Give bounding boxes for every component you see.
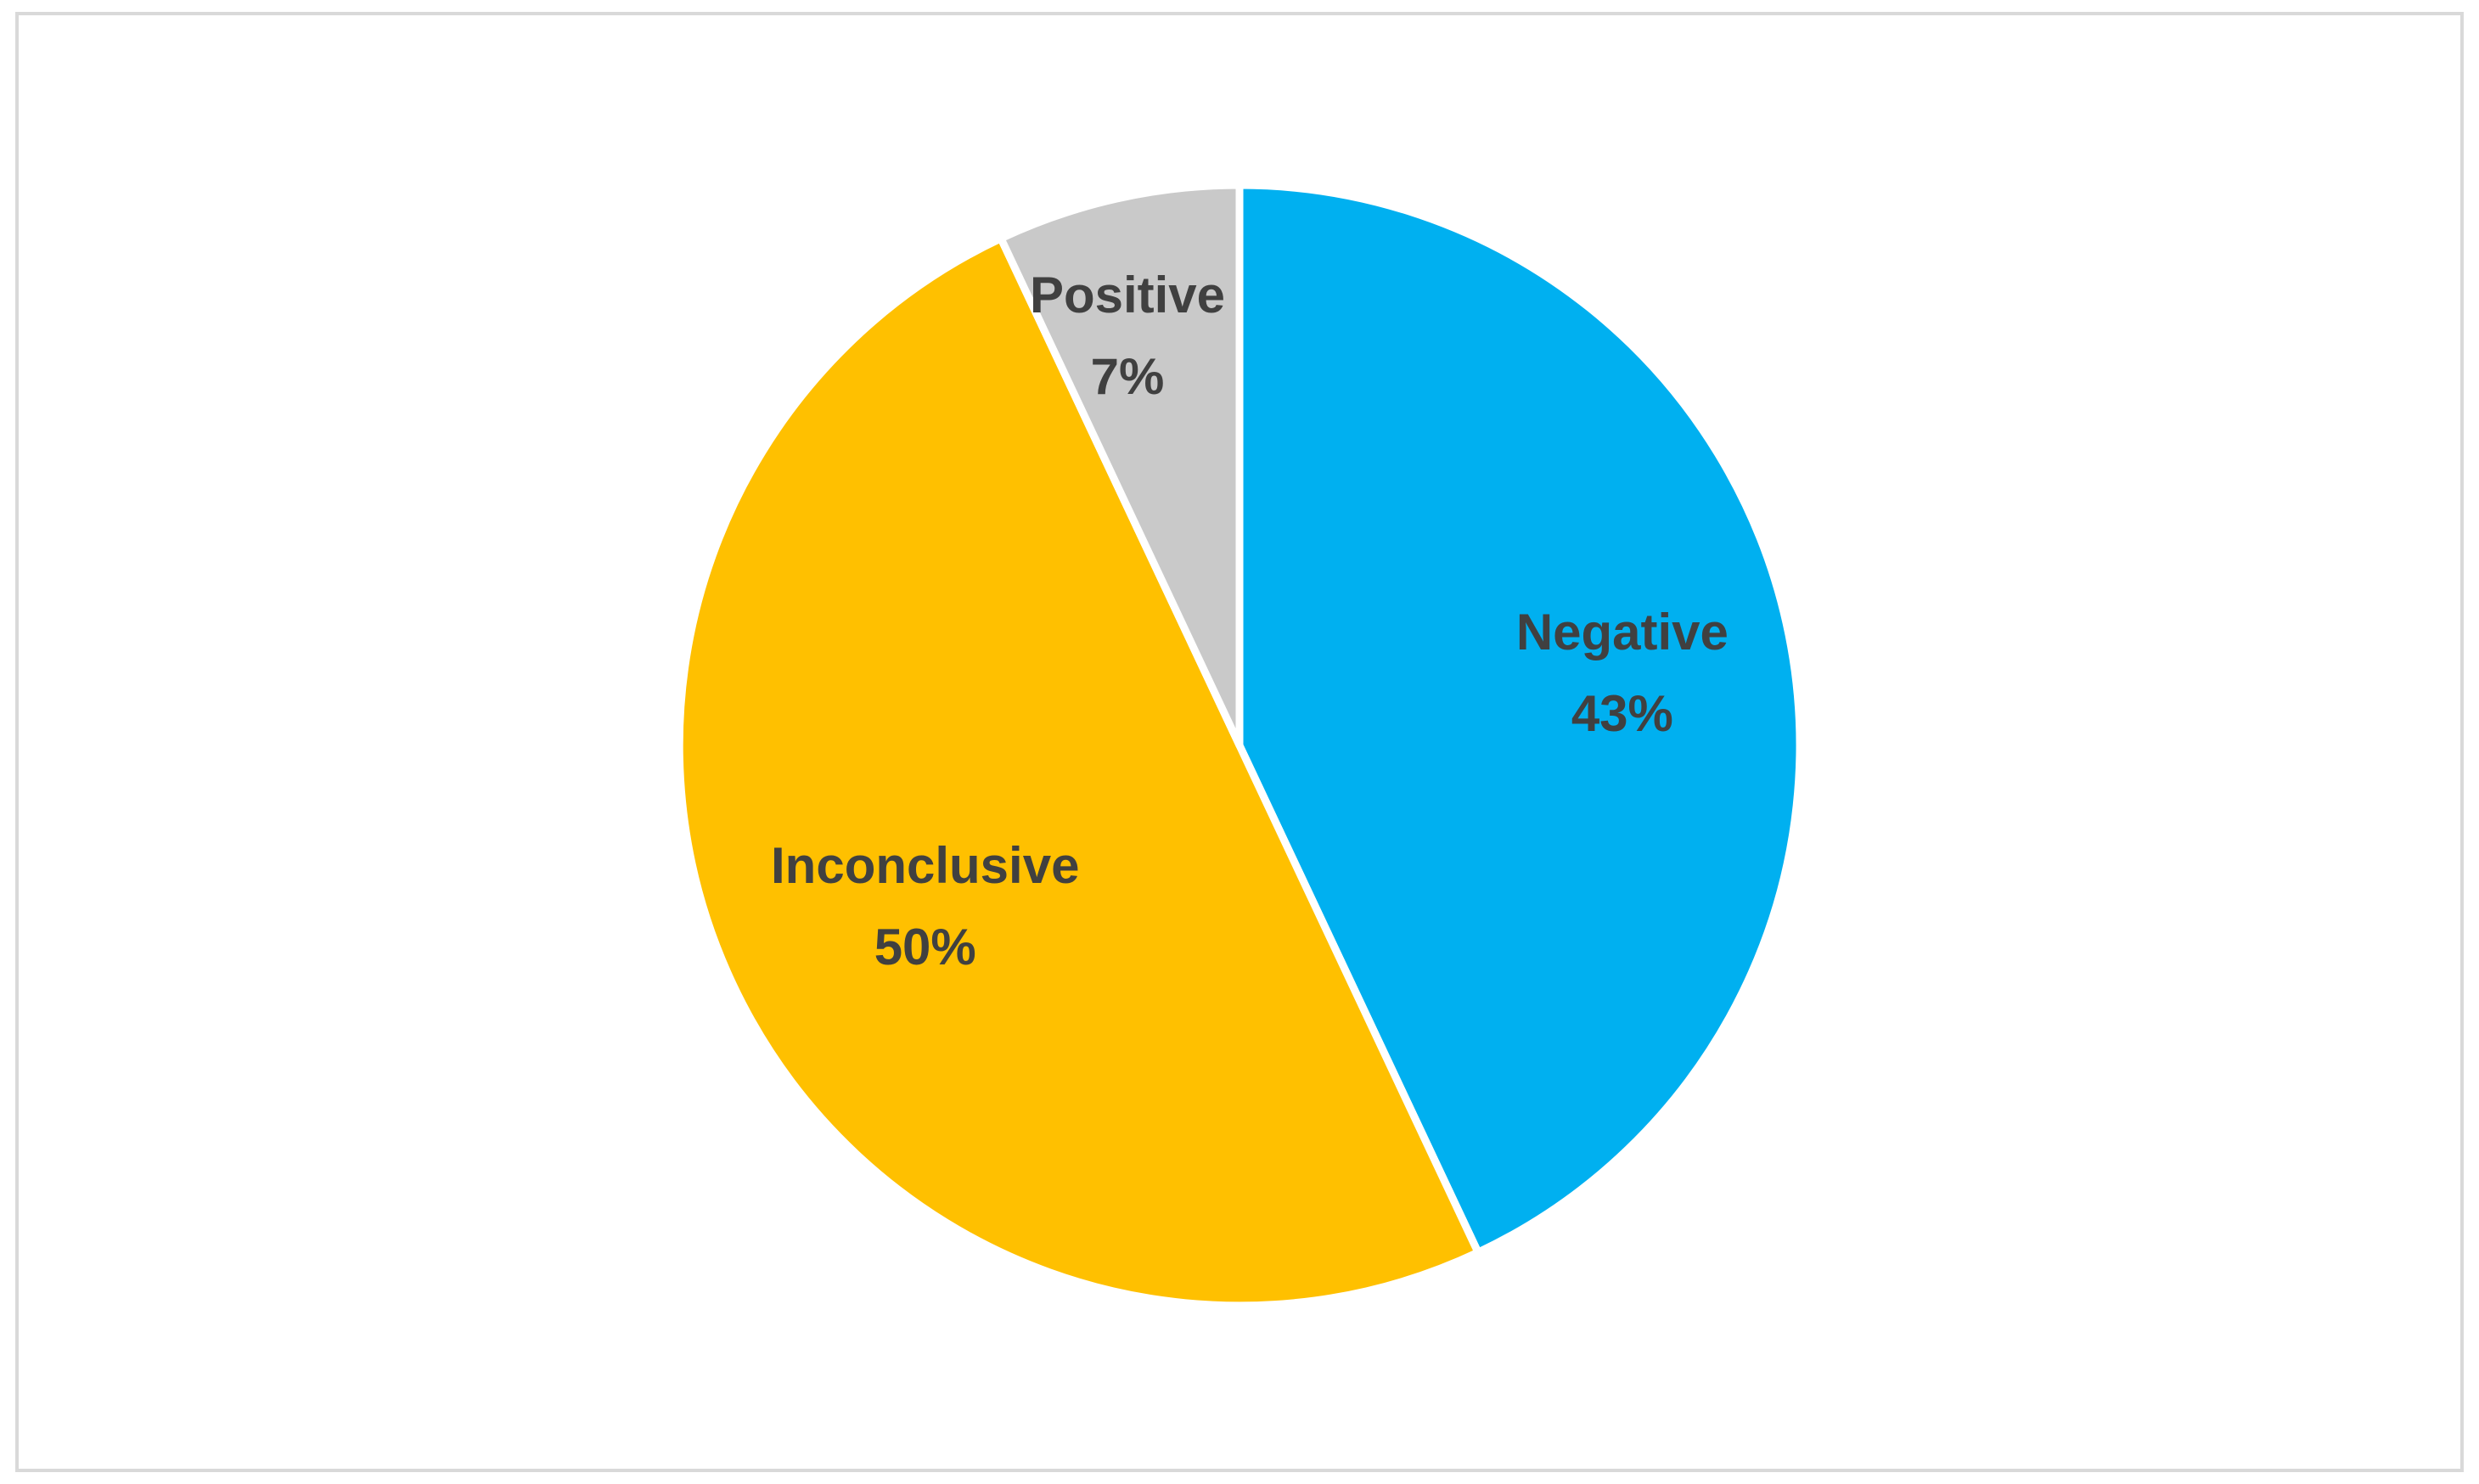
data-label-positive: Positive 7% bbox=[1030, 267, 1225, 405]
pie-slice-positive bbox=[997, 181, 1244, 750]
data-label-category: Inconclusive bbox=[771, 837, 1079, 894]
pie-slice-inconclusive bbox=[675, 234, 1482, 1310]
pie-data-labels: Negative 43% Inconclusive 50% Positive 7% bbox=[771, 267, 1729, 975]
data-label-category: Negative bbox=[1516, 604, 1729, 660]
data-label-category: Positive bbox=[1030, 267, 1225, 323]
data-label-percentage: 43% bbox=[1571, 685, 1673, 742]
data-label-percentage: 7% bbox=[1091, 348, 1165, 405]
pie-slices bbox=[675, 181, 1804, 1310]
data-label-negative: Negative 43% bbox=[1516, 604, 1729, 742]
data-label-percentage: 50% bbox=[874, 919, 976, 975]
pie-slice-negative bbox=[1235, 181, 1804, 1256]
data-label-inconclusive: Inconclusive 50% bbox=[771, 837, 1079, 975]
